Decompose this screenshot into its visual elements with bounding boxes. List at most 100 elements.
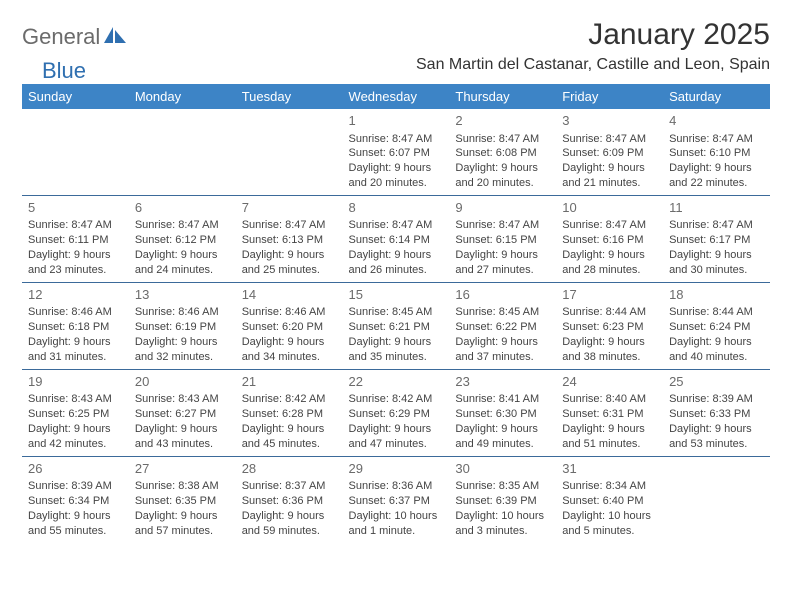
page-root: General January 2025 San Martin del Cast… xyxy=(0,0,792,612)
brand-text-blue: Blue xyxy=(42,58,86,84)
calendar-day-cell: 20Sunrise: 8:43 AMSunset: 6:27 PMDayligh… xyxy=(129,369,236,456)
daylight-text-2: and 57 minutes. xyxy=(135,524,230,539)
daylight-text-1: Daylight: 9 hours xyxy=(242,422,337,437)
daylight-text-1: Daylight: 9 hours xyxy=(135,422,230,437)
daylight-text-2: and 51 minutes. xyxy=(562,437,657,452)
sunset-text: Sunset: 6:08 PM xyxy=(455,146,550,161)
sunrise-text: Sunrise: 8:38 AM xyxy=(135,479,230,494)
sunrise-text: Sunrise: 8:42 AM xyxy=(349,392,444,407)
daylight-text-2: and 26 minutes. xyxy=(349,263,444,278)
daylight-text-2: and 49 minutes. xyxy=(455,437,550,452)
calendar-week-row: 26Sunrise: 8:39 AMSunset: 6:34 PMDayligh… xyxy=(22,456,770,542)
calendar-day-cell: 1Sunrise: 8:47 AMSunset: 6:07 PMDaylight… xyxy=(343,109,450,195)
day-number: 26 xyxy=(28,460,123,478)
day-number: 8 xyxy=(349,199,444,217)
daylight-text-2: and 3 minutes. xyxy=(455,524,550,539)
day-number: 18 xyxy=(669,286,764,304)
day-number: 29 xyxy=(349,460,444,478)
sunrise-text: Sunrise: 8:47 AM xyxy=(242,218,337,233)
daylight-text-1: Daylight: 9 hours xyxy=(349,248,444,263)
sunrise-text: Sunrise: 8:46 AM xyxy=(28,305,123,320)
day-number: 9 xyxy=(455,199,550,217)
daylight-text-2: and 20 minutes. xyxy=(455,176,550,191)
daylight-text-2: and 34 minutes. xyxy=(242,350,337,365)
day-number: 22 xyxy=(349,373,444,391)
day-number: 17 xyxy=(562,286,657,304)
calendar-day-cell xyxy=(129,109,236,195)
sunrise-text: Sunrise: 8:44 AM xyxy=(562,305,657,320)
sunset-text: Sunset: 6:18 PM xyxy=(28,320,123,335)
day-number: 6 xyxy=(135,199,230,217)
daylight-text-1: Daylight: 9 hours xyxy=(562,248,657,263)
daylight-text-2: and 35 minutes. xyxy=(349,350,444,365)
sunrise-text: Sunrise: 8:47 AM xyxy=(562,218,657,233)
daylight-text-1: Daylight: 9 hours xyxy=(28,248,123,263)
daylight-text-2: and 27 minutes. xyxy=(455,263,550,278)
sunset-text: Sunset: 6:25 PM xyxy=(28,407,123,422)
calendar-day-cell: 17Sunrise: 8:44 AMSunset: 6:23 PMDayligh… xyxy=(556,282,663,369)
sunrise-text: Sunrise: 8:47 AM xyxy=(349,132,444,147)
sunrise-text: Sunrise: 8:47 AM xyxy=(562,132,657,147)
sunset-text: Sunset: 6:40 PM xyxy=(562,494,657,509)
daylight-text-1: Daylight: 9 hours xyxy=(242,509,337,524)
calendar-day-cell: 16Sunrise: 8:45 AMSunset: 6:22 PMDayligh… xyxy=(449,282,556,369)
sunset-text: Sunset: 6:39 PM xyxy=(455,494,550,509)
calendar-day-cell: 24Sunrise: 8:40 AMSunset: 6:31 PMDayligh… xyxy=(556,369,663,456)
day-number: 19 xyxy=(28,373,123,391)
location-subtitle: San Martin del Castanar, Castille and Le… xyxy=(416,56,770,74)
daylight-text-1: Daylight: 9 hours xyxy=(28,422,123,437)
calendar-day-cell xyxy=(22,109,129,195)
daylight-text-2: and 47 minutes. xyxy=(349,437,444,452)
daylight-text-2: and 55 minutes. xyxy=(28,524,123,539)
calendar-day-cell: 23Sunrise: 8:41 AMSunset: 6:30 PMDayligh… xyxy=(449,369,556,456)
day-number: 25 xyxy=(669,373,764,391)
title-block: January 2025 San Martin del Castanar, Ca… xyxy=(416,18,770,74)
daylight-text-2: and 38 minutes. xyxy=(562,350,657,365)
sunset-text: Sunset: 6:36 PM xyxy=(242,494,337,509)
calendar-day-cell: 19Sunrise: 8:43 AMSunset: 6:25 PMDayligh… xyxy=(22,369,129,456)
daylight-text-1: Daylight: 9 hours xyxy=(135,509,230,524)
sunset-text: Sunset: 6:27 PM xyxy=(135,407,230,422)
day-number: 21 xyxy=(242,373,337,391)
daylight-text-1: Daylight: 9 hours xyxy=(349,161,444,176)
daylight-text-2: and 37 minutes. xyxy=(455,350,550,365)
daylight-text-1: Daylight: 9 hours xyxy=(455,422,550,437)
calendar-day-cell: 3Sunrise: 8:47 AMSunset: 6:09 PMDaylight… xyxy=(556,109,663,195)
day-number: 15 xyxy=(349,286,444,304)
day-number: 20 xyxy=(135,373,230,391)
daylight-text-1: Daylight: 9 hours xyxy=(242,335,337,350)
daylight-text-2: and 32 minutes. xyxy=(135,350,230,365)
calendar-week-row: 12Sunrise: 8:46 AMSunset: 6:18 PMDayligh… xyxy=(22,282,770,369)
daylight-text-1: Daylight: 9 hours xyxy=(669,161,764,176)
sunset-text: Sunset: 6:24 PM xyxy=(669,320,764,335)
daylight-text-2: and 53 minutes. xyxy=(669,437,764,452)
weekday-header: Thursday xyxy=(449,84,556,109)
daylight-text-2: and 24 minutes. xyxy=(135,263,230,278)
sunrise-text: Sunrise: 8:47 AM xyxy=(455,132,550,147)
day-number: 27 xyxy=(135,460,230,478)
day-number: 14 xyxy=(242,286,337,304)
weekday-header: Wednesday xyxy=(343,84,450,109)
sunrise-text: Sunrise: 8:37 AM xyxy=(242,479,337,494)
calendar-day-cell: 26Sunrise: 8:39 AMSunset: 6:34 PMDayligh… xyxy=(22,456,129,542)
sunrise-text: Sunrise: 8:41 AM xyxy=(455,392,550,407)
daylight-text-2: and 5 minutes. xyxy=(562,524,657,539)
daylight-text-1: Daylight: 10 hours xyxy=(455,509,550,524)
sunset-text: Sunset: 6:10 PM xyxy=(669,146,764,161)
daylight-text-2: and 28 minutes. xyxy=(562,263,657,278)
day-number: 5 xyxy=(28,199,123,217)
sunset-text: Sunset: 6:30 PM xyxy=(455,407,550,422)
calendar-day-cell: 15Sunrise: 8:45 AMSunset: 6:21 PMDayligh… xyxy=(343,282,450,369)
daylight-text-1: Daylight: 10 hours xyxy=(349,509,444,524)
sunrise-text: Sunrise: 8:45 AM xyxy=(349,305,444,320)
daylight-text-2: and 43 minutes. xyxy=(135,437,230,452)
day-number: 16 xyxy=(455,286,550,304)
daylight-text-1: Daylight: 10 hours xyxy=(562,509,657,524)
sunrise-text: Sunrise: 8:36 AM xyxy=(349,479,444,494)
calendar-day-cell: 10Sunrise: 8:47 AMSunset: 6:16 PMDayligh… xyxy=(556,195,663,282)
sunset-text: Sunset: 6:23 PM xyxy=(562,320,657,335)
day-number: 7 xyxy=(242,199,337,217)
daylight-text-2: and 23 minutes. xyxy=(28,263,123,278)
daylight-text-1: Daylight: 9 hours xyxy=(349,422,444,437)
sunrise-text: Sunrise: 8:47 AM xyxy=(349,218,444,233)
